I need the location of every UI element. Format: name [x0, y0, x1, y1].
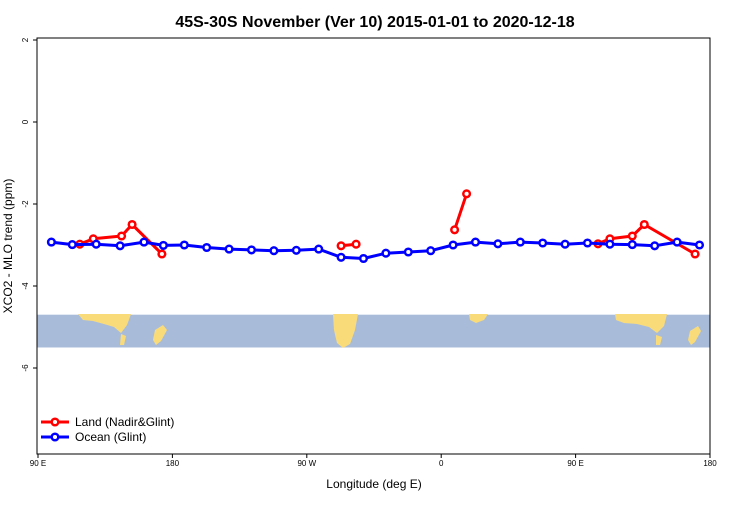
series-2-point-20	[470, 237, 481, 247]
series-1-point-6	[336, 241, 346, 251]
series-2-point-30	[694, 240, 705, 250]
series-2	[46, 237, 705, 264]
map-land-4	[333, 314, 358, 348]
x-axis-label: Longitude (deg E)	[326, 477, 421, 491]
series-2-point-8	[202, 242, 212, 253]
series-2-point-24	[560, 239, 570, 249]
x-tick-label-4: 0	[439, 459, 444, 468]
y-tick-label-5: -6	[21, 364, 30, 372]
series-2-point-2	[67, 240, 77, 250]
series-1-point-3	[117, 231, 127, 241]
y-tick-label-2: 0	[21, 119, 30, 124]
map-land-7	[656, 335, 662, 345]
series-2-point-13	[314, 244, 324, 254]
legend-label-1: Land (Nadir&Glint)	[75, 415, 174, 429]
series-1-point-12	[627, 231, 637, 241]
plot-frame	[36, 37, 711, 455]
map-strip	[37, 314, 710, 348]
legend-label-2: Ocean (Glint)	[75, 430, 146, 444]
series-2-point-16	[381, 248, 391, 258]
series-2-point-11	[269, 246, 279, 256]
legend-marker-2	[50, 432, 60, 442]
y-axis-label: XCO2 - MLO trend (ppm)	[1, 179, 15, 314]
map-land-3	[153, 325, 167, 345]
series-1-line-3	[453, 193, 469, 231]
x-tick-label-6: 180	[703, 459, 717, 468]
series-2-point-12	[291, 245, 301, 255]
series-2-point-10	[246, 245, 257, 255]
series-2-point-1	[46, 237, 56, 247]
series-2-point-17	[403, 247, 413, 257]
series-2-point-22	[515, 237, 525, 247]
series-1-point-8	[450, 225, 460, 235]
series-1-point-4	[127, 219, 137, 230]
series-1-point-13	[639, 219, 649, 230]
series-2-point-28	[650, 241, 660, 251]
map-land-1	[78, 314, 131, 333]
x-tick-label-2: 180	[166, 459, 180, 468]
series-2-point-4	[115, 241, 125, 251]
series-2-point-27	[627, 240, 637, 250]
x-tick-label-3: 90 W	[297, 459, 316, 468]
series-1-point-14	[690, 249, 700, 259]
map-land-2	[120, 334, 126, 345]
series-2-point-7	[179, 240, 189, 250]
y-tick-label-3: -2	[21, 200, 30, 208]
map-land-6	[615, 314, 667, 333]
series-2-point-26	[605, 239, 615, 249]
x-tick-label-5: 90 E	[567, 459, 583, 468]
map-land-8	[688, 326, 701, 345]
series-2-point-18	[426, 246, 436, 256]
series-1-point-7	[351, 239, 361, 249]
y-tick-label-1: 2	[21, 37, 30, 42]
legend: Land (Nadir&Glint)Ocean (Glint)	[41, 415, 174, 444]
series-2-point-29	[672, 237, 682, 247]
series-2-line-1	[51, 240, 700, 260]
series-2-point-23	[538, 238, 548, 248]
axes: 90 E 180 90 W 0 90 E 180 2 0 -2 -4 -6	[21, 37, 717, 468]
series-2-point-5	[139, 237, 149, 247]
series-2-point-6	[158, 240, 168, 250]
x-tick-label-1: 90 E	[30, 459, 46, 468]
series-2-point-15	[358, 253, 369, 264]
series-2-point-19	[448, 240, 458, 250]
legend-marker-1	[50, 417, 60, 427]
chart-title: 45S-30S November (Ver 10) 2015-01-01 to …	[175, 14, 574, 31]
series-layer	[46, 189, 705, 264]
series-2-point-25	[582, 238, 593, 248]
series-2-point-14	[336, 252, 346, 262]
map-land-5	[469, 314, 488, 323]
series-2-point-9	[224, 244, 234, 254]
series-2-point-3	[91, 239, 101, 249]
map-ocean	[37, 314, 710, 348]
series-1-point-5	[157, 249, 167, 259]
y-tick-label-4: -4	[21, 282, 30, 290]
series-1	[75, 189, 700, 259]
series-2-point-21	[493, 239, 503, 249]
series-1-point-9	[462, 189, 472, 199]
